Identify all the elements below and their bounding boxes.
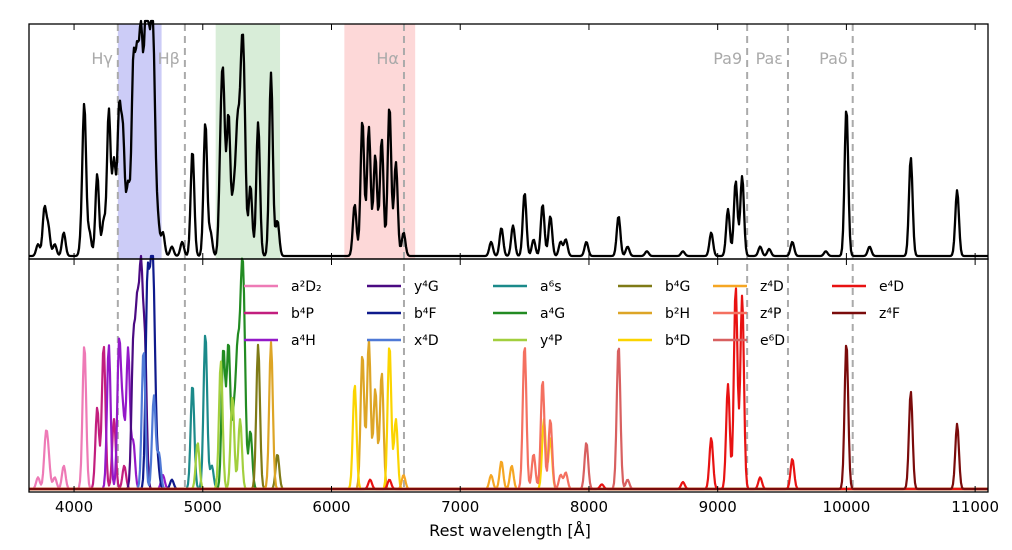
ref-line-label-2: Hα <box>376 49 399 68</box>
legend-label-5: x⁴D <box>414 333 439 349</box>
x-tick-label-2: 6000 <box>312 498 350 516</box>
legend-label-0: a²D₂ <box>291 279 322 295</box>
ref-line-label-0: Hγ <box>91 49 113 68</box>
legend-label-6: a⁶s <box>540 279 562 295</box>
ref-line-label-4: Paε <box>756 49 783 68</box>
panel-frames <box>28 23 989 493</box>
x-tick-label-1: 5000 <box>184 498 222 516</box>
legend-label-3: y⁴G <box>414 279 439 295</box>
x-tick-label-3: 7000 <box>441 498 479 516</box>
x-ticks: 4000 5000 6000 7000 8000 9000 10000 11000 <box>55 24 999 516</box>
ref-line-label-1: Hβ <box>158 49 180 68</box>
legend-label-12: z⁴D <box>760 279 784 295</box>
legend-label-10: b²H <box>665 306 690 322</box>
legend-label-1: b⁴P <box>291 306 314 322</box>
ref-line-label-3: Pa9 <box>713 49 742 68</box>
legend-label-8: y⁴P <box>540 333 562 349</box>
legend-label-9: b⁴G <box>665 279 690 295</box>
x-tick-label-6: 10000 <box>823 498 871 516</box>
legend-label-11: b⁴D <box>665 333 690 349</box>
legend-label-15: e⁴D <box>879 279 904 295</box>
total-spectrum-line <box>28 19 989 258</box>
x-tick-label-5: 9000 <box>699 498 737 516</box>
x-axis-label: Rest wavelength [Å] <box>429 521 591 540</box>
legend: a²D₂ b⁴P a⁴H y⁴G b⁴F x⁴D a⁶s a⁴G y⁴P b⁴G b²H b⁴D z⁴D… <box>244 279 904 349</box>
x-tick-label-7: 11000 <box>951 498 999 516</box>
x-tick-label-4: 8000 <box>570 498 608 516</box>
ref-line-label-5: Paδ <box>819 49 848 68</box>
spectrum-series <box>28 19 989 491</box>
legend-label-7: a⁴G <box>540 306 565 322</box>
x-tick-label-0: 4000 <box>55 498 93 516</box>
legend-label-13: z⁴P <box>760 306 781 322</box>
component-line-16 <box>28 344 989 491</box>
legend-label-4: b⁴F <box>414 306 437 322</box>
legend-label-16: z⁴F <box>879 306 900 322</box>
legend-label-14: e⁶D <box>760 333 785 349</box>
legend-label-2: a⁴H <box>291 333 316 349</box>
bottom-panel-frame <box>28 258 989 493</box>
